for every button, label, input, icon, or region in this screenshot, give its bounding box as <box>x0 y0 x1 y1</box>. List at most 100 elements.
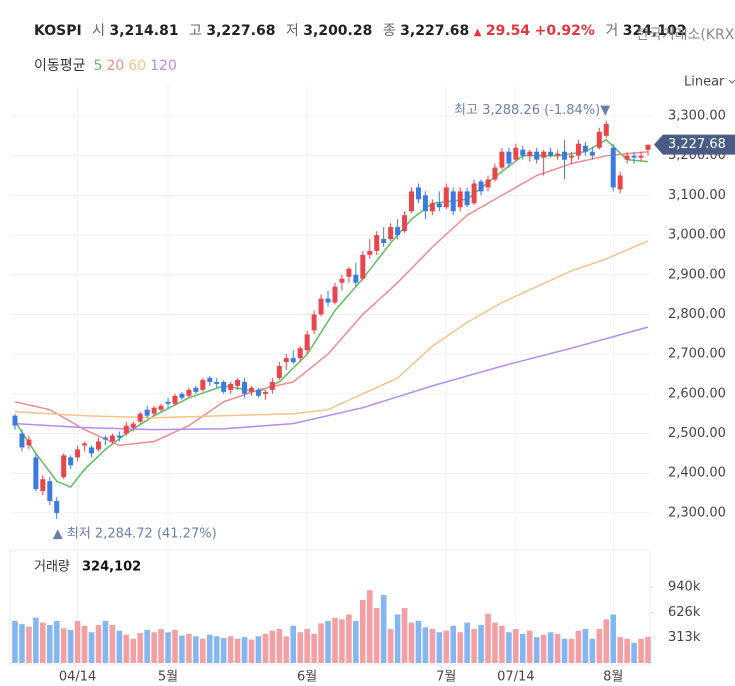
candle-body <box>283 358 289 363</box>
candle-body <box>603 123 609 136</box>
volume-bar <box>283 636 290 663</box>
x-tick-label: 07/14 <box>497 670 534 685</box>
label: 거 <box>605 23 619 39</box>
volume-bar <box>387 629 394 663</box>
volume-bar <box>436 632 443 663</box>
label: 고 <box>189 23 202 39</box>
volume-bar <box>401 608 408 663</box>
candle-body <box>102 437 108 440</box>
legend-item: 5 <box>93 58 103 74</box>
candle-body <box>242 381 248 394</box>
candle-body <box>193 387 199 392</box>
value: 3,214.81 <box>109 23 179 39</box>
candle-body <box>89 447 95 454</box>
candle-body <box>61 455 67 478</box>
volume-bar <box>116 630 123 663</box>
legend-items: 5 20 60 120 <box>90 58 177 74</box>
candle-body <box>207 377 213 382</box>
candle-body <box>68 457 74 466</box>
volume-bar <box>610 614 617 663</box>
candle-body <box>457 191 463 208</box>
value: 3,227.68 <box>400 23 470 39</box>
volume-bar <box>123 634 130 663</box>
volume-bar <box>19 624 25 663</box>
candle-body <box>492 167 498 180</box>
volume-bar <box>304 629 310 663</box>
volume-bar <box>269 630 276 663</box>
volume-bar <box>26 626 32 663</box>
volume-bar <box>172 629 178 663</box>
volume-bar <box>137 633 144 663</box>
chevron <box>728 79 735 84</box>
volume-bar <box>429 629 436 663</box>
volume-bar <box>262 633 269 663</box>
volume-bar <box>492 622 498 663</box>
candle-body <box>269 381 275 390</box>
candle-body <box>40 479 46 492</box>
volume-bar <box>485 613 491 663</box>
candle-body <box>95 441 101 450</box>
y-tick-label: 2,800.00 <box>668 307 726 322</box>
candle-body <box>311 314 317 331</box>
ma-line <box>14 326 649 431</box>
candle-body <box>596 131 602 148</box>
candle-body <box>360 254 366 279</box>
candle-body <box>402 215 408 232</box>
candle-body <box>54 501 60 513</box>
candle-body <box>450 191 456 212</box>
scale-toggle: Linear <box>684 75 725 90</box>
volume-bar <box>575 630 582 663</box>
candle-body <box>186 389 192 396</box>
ma-line <box>14 150 649 447</box>
legend-title: 이동평균 <box>34 58 86 74</box>
candle-body <box>638 155 644 158</box>
volume-bar <box>499 625 505 663</box>
volume-bar <box>353 620 359 663</box>
candle-body <box>130 423 136 428</box>
volume-bar <box>415 620 422 663</box>
candle-body <box>485 179 491 188</box>
candle-body <box>19 433 25 448</box>
candle-body <box>151 407 157 414</box>
candle-body <box>228 383 234 390</box>
candle-body <box>82 443 88 446</box>
candle-body <box>617 175 623 190</box>
candle-body <box>388 227 394 240</box>
x-tick-label: 7월 <box>436 670 456 685</box>
volume-bar <box>582 629 589 663</box>
volume-bar <box>248 639 255 663</box>
volume-bar <box>158 629 164 663</box>
candle-body <box>339 278 345 283</box>
volume-bar <box>519 633 526 663</box>
x-tick-label: 04/14 <box>59 670 96 685</box>
candle-body <box>541 151 547 158</box>
candle-body <box>513 147 519 160</box>
volume-bar <box>533 637 540 663</box>
volume-bar <box>464 622 470 663</box>
volume-bar <box>603 619 610 663</box>
candle-body <box>589 151 595 156</box>
volume-bar <box>332 617 338 663</box>
legend-item: 120 <box>150 58 177 74</box>
volume-bar <box>540 634 547 663</box>
volume-bar <box>102 620 109 663</box>
volume-bar <box>589 638 596 663</box>
candle-body <box>374 235 380 251</box>
volume-tick-label: 313k <box>668 630 701 645</box>
volume-bar <box>596 629 603 663</box>
candle-body <box>610 147 616 188</box>
volume-bar <box>74 620 81 663</box>
volume-bar <box>95 624 102 663</box>
candle-body <box>478 181 484 192</box>
candle-body <box>534 151 540 160</box>
candle-body <box>381 239 387 243</box>
volume-bar <box>200 638 206 663</box>
candle-body <box>367 250 373 255</box>
volume-bar <box>561 638 568 663</box>
volume-bar <box>81 625 88 663</box>
volume-tick-label: 626k <box>668 605 701 620</box>
candle-body <box>471 183 477 204</box>
volume-bar <box>624 638 630 663</box>
y-tick-label: 3,300.00 <box>668 108 726 123</box>
